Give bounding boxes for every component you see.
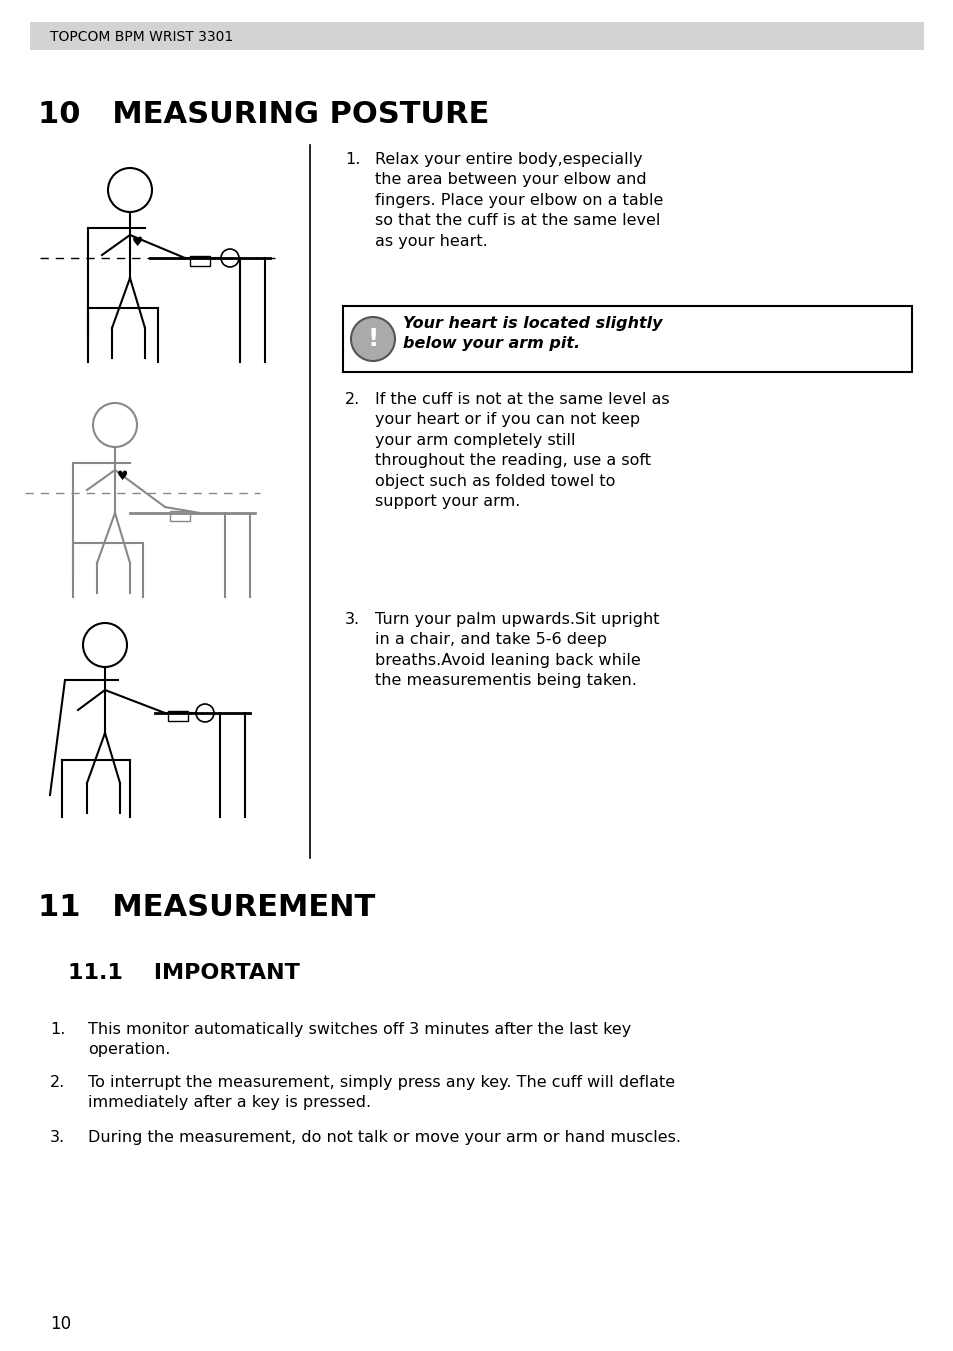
Text: 3.: 3. [50,1129,65,1146]
Text: To interrupt the measurement, simply press any key. The cuff will deflate
immedi: To interrupt the measurement, simply pre… [88,1075,675,1111]
Circle shape [351,317,395,361]
Bar [168,711,188,721]
Text: 10: 10 [50,1315,71,1333]
Text: This monitor automatically switches off 3 minutes after the last key
operation.: This monitor automatically switches off … [88,1021,631,1058]
Text: 1.: 1. [345,153,360,168]
Text: 11.1    IMPORTANT: 11.1 IMPORTANT [68,963,299,984]
Text: Turn your palm upwards.Sit upright
in a chair, and take 5-6 deep
breaths.Avoid l: Turn your palm upwards.Sit upright in a … [375,612,659,688]
FancyBboxPatch shape [343,305,911,372]
Text: If the cuff is not at the same level as
your heart or if you can not keep
your a: If the cuff is not at the same level as … [375,392,669,509]
Text: TOPCOM BPM WRIST 3301: TOPCOM BPM WRIST 3301 [50,30,233,45]
Bar [170,511,190,521]
Text: 10   MEASURING POSTURE: 10 MEASURING POSTURE [38,100,489,128]
Text: !: ! [367,327,378,351]
Text: 2.: 2. [50,1075,65,1090]
Text: ♥: ♥ [132,235,144,249]
Text: During the measurement, do not talk or move your arm or hand muscles.: During the measurement, do not talk or m… [88,1129,680,1146]
Text: 2.: 2. [345,392,360,407]
Text: ♥: ♥ [117,470,129,484]
Text: Relax your entire body,especially
the area between your elbow and
fingers. Place: Relax your entire body,especially the ar… [375,153,662,249]
Text: 3.: 3. [345,612,359,627]
Text: 1.: 1. [50,1021,66,1038]
Text: Your heart is located slightly
below your arm pit.: Your heart is located slightly below you… [402,316,661,351]
Bar [190,255,210,266]
Text: 11   MEASUREMENT: 11 MEASUREMENT [38,893,375,921]
Bar [30,22,923,50]
